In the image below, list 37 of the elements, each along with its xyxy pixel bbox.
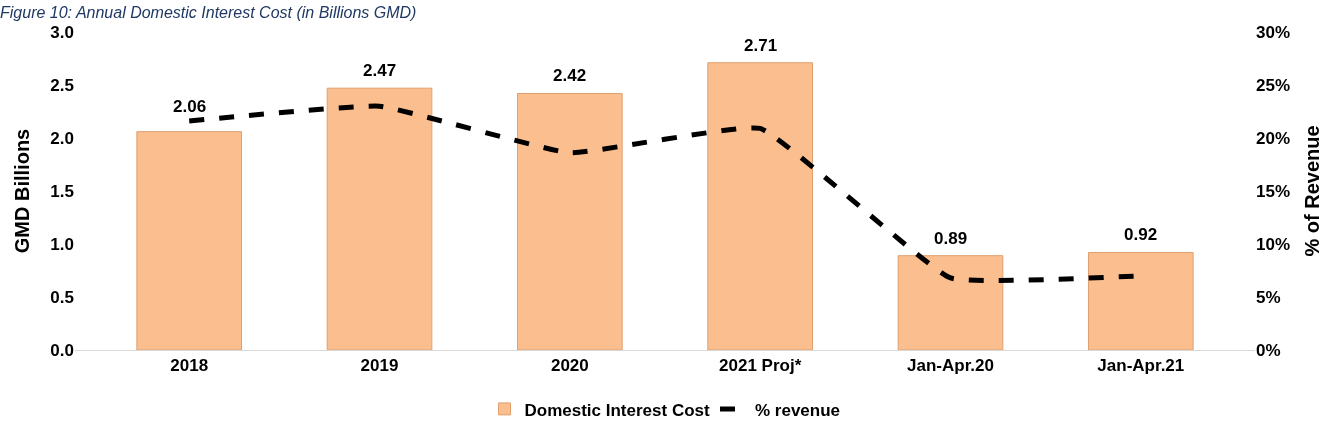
x-tick-label: Jan-Apr.21 xyxy=(1097,356,1185,376)
y-tick-label: 1.0 xyxy=(50,234,74,254)
x-tick-label: Jan-Apr.20 xyxy=(907,356,994,376)
y-tick-label: 3.0 xyxy=(50,22,74,42)
y-tick-label: 1.5 xyxy=(50,181,74,201)
data-label: 2.06 xyxy=(173,97,207,116)
y2-tick-label: 5% xyxy=(1256,287,1281,307)
x-tick-label: 2019 xyxy=(360,356,399,376)
bar xyxy=(897,255,1004,350)
chart-title: Figure 10: Annual Domestic Interest Cost (in Billions GMD) xyxy=(0,3,417,21)
data-label: 2.42 xyxy=(553,66,587,85)
x-tick-label: 2018 xyxy=(170,356,209,376)
bar xyxy=(136,131,243,350)
data-label: 0.92 xyxy=(1124,225,1158,244)
y2-tick-label: 10% xyxy=(1256,234,1291,254)
data-label: 2.47 xyxy=(363,61,397,80)
y-tick-label: 2.0 xyxy=(50,128,74,148)
x-tick-label: 2020 xyxy=(550,356,589,376)
y-tick-label: 0.5 xyxy=(50,287,74,307)
y2-tick-label: 15% xyxy=(1256,181,1291,201)
y2-tick-label: 0% xyxy=(1256,340,1281,360)
y2-tick-label: 25% xyxy=(1256,75,1291,95)
y2-tick-label: 20% xyxy=(1256,128,1291,148)
bar xyxy=(707,62,813,350)
data-label: 0.89 xyxy=(934,229,968,248)
bar xyxy=(1087,251,1194,350)
bar xyxy=(517,92,623,350)
y-axis-title: GMD Billions xyxy=(10,128,33,254)
data-label: 2.71 xyxy=(744,36,778,55)
bar xyxy=(326,87,433,350)
y2-tick-label: 30% xyxy=(1256,22,1291,42)
legend-label: % revenue xyxy=(755,400,841,420)
y-tick-label: 2.5 xyxy=(50,75,74,95)
legend-label: Domestic Interest Cost xyxy=(524,400,710,420)
x-tick-label: 2021 Proj* xyxy=(719,356,802,376)
y-tick-label: 0.0 xyxy=(50,340,74,360)
y2-axis-title: % of Revenue xyxy=(1300,125,1323,257)
